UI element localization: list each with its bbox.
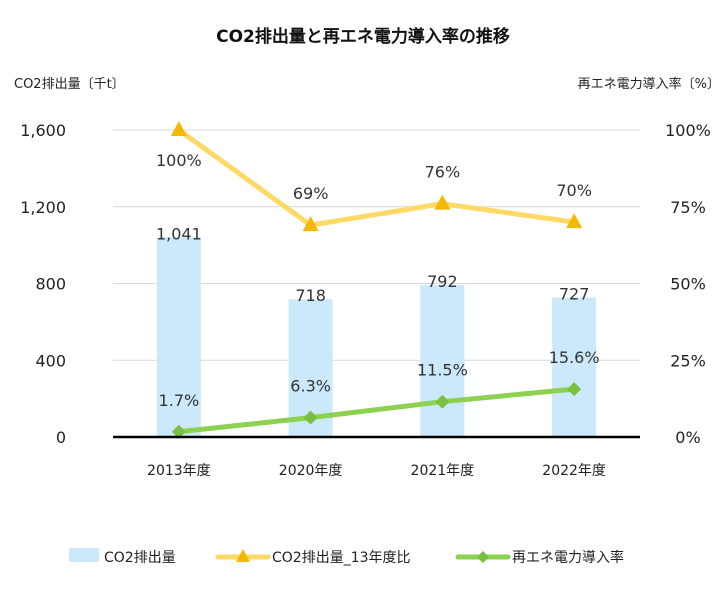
chart-title: CO2排出量と再エネ電力導入率の推移: [216, 26, 510, 47]
bar-series: [156, 237, 597, 437]
line-data-label: 70%: [556, 181, 592, 200]
line-data-label: 6.3%: [290, 377, 331, 396]
right-tick-label: 75%: [670, 198, 706, 217]
bar-data-label: 718: [295, 286, 326, 305]
bar: [156, 237, 201, 437]
diamond-marker: [171, 424, 186, 439]
right-axis-title: 再エネ電力導入率〔%〕: [578, 76, 720, 92]
right-tick-label: 100%: [665, 121, 711, 140]
left-tick-label: 1,600: [20, 121, 66, 140]
line-data-label: 15.6%: [549, 348, 600, 367]
right-tick-label: 50%: [670, 275, 706, 294]
diamond-marker: [435, 394, 450, 409]
diamond-marker: [567, 382, 582, 397]
triangle-marker: [566, 213, 583, 229]
bar: [552, 297, 597, 437]
legend-diamond-marker: [477, 551, 489, 563]
bar-data-label: 727: [559, 285, 590, 304]
left-axis-title: CO2排出量〔千t〕: [14, 77, 125, 92]
legend-label: CO2排出量: [104, 550, 176, 566]
left-tick-label: 400: [35, 351, 66, 370]
data-labels: 1,041 718 792 727 100% 69% 76% 70% 1.7% 6.3% 11.5%…: [156, 151, 600, 410]
bar-data-label: 792: [427, 272, 458, 291]
line-data-label: 76%: [425, 163, 461, 182]
category-label: 2020年度: [279, 463, 343, 479]
axes: 0 400 800 1,200 1,600 0% 25% 50% 75% 100% 2013年度 20…: [20, 121, 711, 479]
line-data-label: 69%: [293, 184, 329, 203]
line-data-label: 100%: [156, 151, 202, 170]
bar-data-label: 1,041: [156, 224, 202, 243]
line-series: [170, 121, 583, 439]
legend-label: CO2排出量_13年度比: [272, 550, 411, 566]
legend-label: 再エネ電力導入率: [512, 549, 624, 566]
left-tick-label: 800: [35, 275, 66, 294]
legend-triangle-marker: [236, 549, 250, 562]
series-line: [176, 386, 577, 435]
category-label: 2021年度: [411, 463, 475, 479]
triangle-marker: [170, 121, 187, 136]
diamond-marker: [303, 410, 318, 425]
line-data-label: 1.7%: [159, 391, 200, 410]
bar: [420, 285, 465, 437]
category-label: 2013年度: [147, 463, 211, 479]
series-line: [176, 127, 577, 228]
left-tick-label: 1,200: [20, 198, 66, 217]
left-tick-label: 0: [56, 428, 66, 447]
triangle-marker: [434, 194, 451, 210]
right-tick-label: 0%: [675, 428, 700, 447]
category-label: 2022年度: [542, 463, 606, 479]
line-data-label: 11.5%: [417, 361, 468, 380]
legend-swatch-bar: [69, 548, 99, 562]
legend: CO2排出量 CO2排出量_13年度比 再エネ電力導入率: [69, 548, 624, 566]
right-tick-label: 25%: [670, 351, 706, 370]
triangle-marker: [302, 216, 319, 232]
